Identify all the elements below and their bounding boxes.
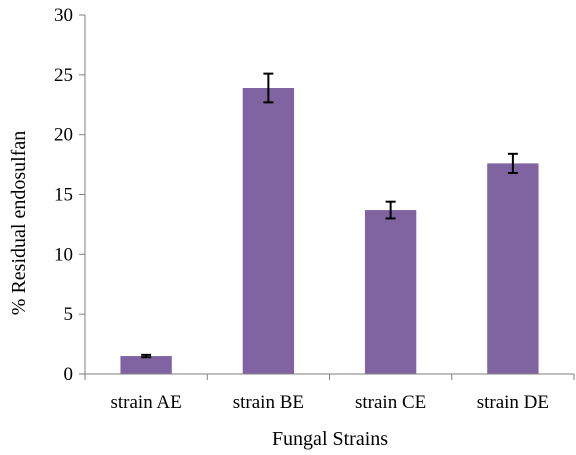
y-tick-label: 5 bbox=[64, 304, 74, 325]
bar bbox=[364, 210, 417, 374]
y-tick-label: 30 bbox=[54, 5, 73, 26]
bars bbox=[120, 87, 539, 374]
y-tick-label: 25 bbox=[54, 65, 73, 86]
error-bar bbox=[263, 72, 274, 104]
x-tick-label: strain CE bbox=[355, 392, 426, 413]
bar bbox=[242, 87, 295, 374]
y-tick-label: 10 bbox=[54, 244, 73, 265]
bar bbox=[120, 356, 172, 374]
x-axis-ticks: strain AE strain BE strain CE strain DE bbox=[84, 374, 575, 413]
x-tick-label: strain DE bbox=[477, 392, 549, 413]
y-tick-label: 20 bbox=[54, 125, 73, 146]
error-bar bbox=[141, 353, 152, 359]
error-bar bbox=[385, 200, 396, 220]
bar bbox=[487, 163, 539, 374]
x-tick-label: strain BE bbox=[233, 392, 304, 413]
y-tick-label: 0 bbox=[64, 364, 74, 385]
x-axis-title: Fungal Strains bbox=[272, 428, 388, 450]
y-tick-label: 15 bbox=[54, 185, 73, 206]
x-tick-label: strain AE bbox=[111, 392, 182, 413]
error-bars bbox=[141, 72, 518, 359]
error-bar bbox=[507, 152, 518, 174]
y-axis-ticks: 0 5 10 15 20 25 30 bbox=[54, 5, 85, 385]
y-axis-title: % Residual endosulfan bbox=[8, 131, 30, 315]
